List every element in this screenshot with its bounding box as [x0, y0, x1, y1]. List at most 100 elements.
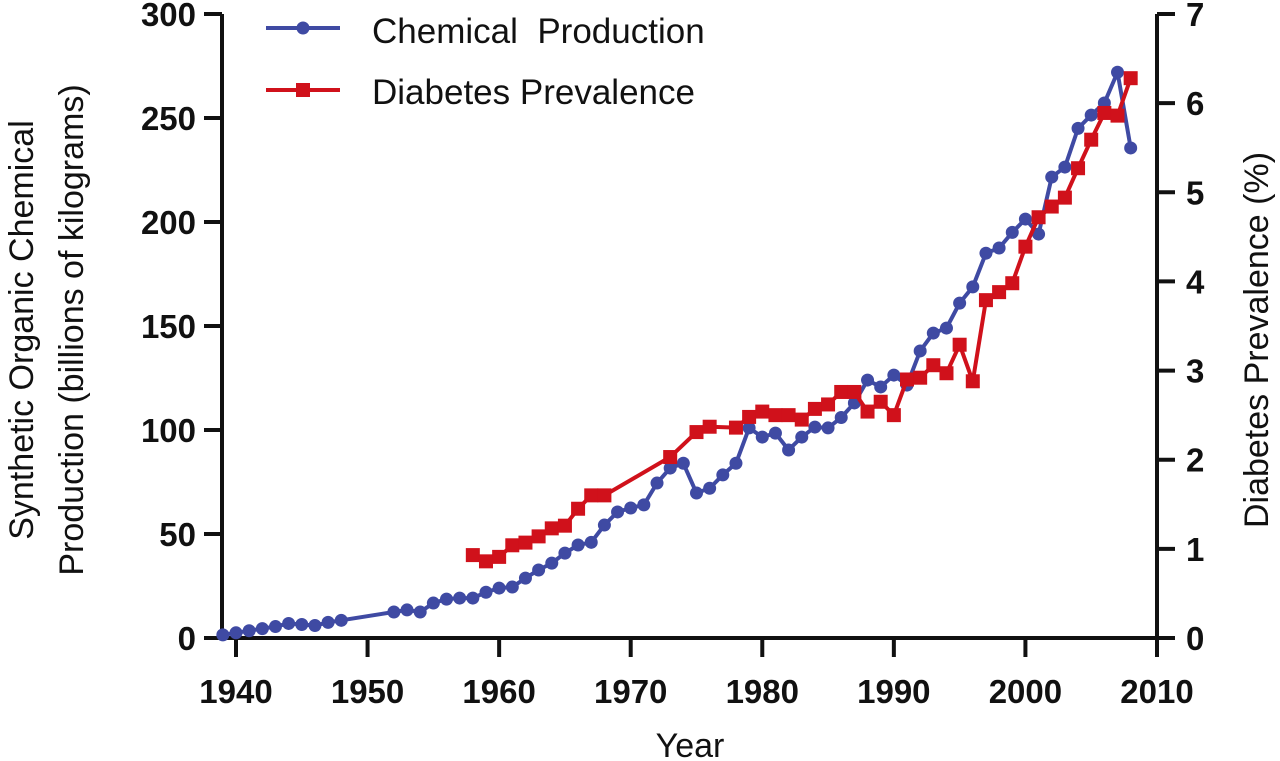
data-point [1097, 105, 1112, 120]
y2-tick-label: 0 [1186, 620, 1204, 657]
data-point [1123, 71, 1138, 86]
data-point [978, 293, 993, 308]
y2-tick-label: 5 [1186, 174, 1204, 211]
data-point [1005, 225, 1019, 239]
data-point [532, 563, 546, 577]
data-point [440, 592, 454, 606]
data-point [334, 613, 348, 627]
data-point [571, 538, 585, 552]
data-point [768, 408, 783, 423]
data-point [1031, 210, 1046, 225]
y-tick-label: 250 [141, 100, 196, 137]
data-point [900, 372, 915, 387]
data-point [505, 538, 520, 553]
legend-label-diabetes-prevalence: Diabetes Prevalence [372, 73, 695, 112]
data-point [1005, 276, 1020, 291]
data-point [807, 401, 822, 416]
data-point [624, 501, 638, 515]
data-point [453, 591, 467, 605]
x-tick-label: 1950 [331, 673, 404, 710]
data-point [795, 430, 809, 444]
data-point [676, 456, 690, 470]
data-point [479, 585, 493, 599]
data-point [689, 425, 704, 440]
data-point [939, 366, 954, 381]
data-point [558, 546, 572, 560]
data-point [874, 380, 888, 394]
data-point [781, 408, 796, 423]
data-point [729, 456, 743, 470]
y2-tick-label: 2 [1186, 442, 1204, 479]
data-point [321, 615, 335, 629]
data-point [466, 591, 480, 605]
data-point [597, 488, 612, 503]
data-point [782, 443, 796, 457]
x-ticks: 1940 1950 1960 1970 1980 1990 2000 2010 [199, 638, 1194, 710]
data-point [742, 421, 756, 435]
data-point [689, 486, 703, 500]
y2-tick-label: 7 [1186, 0, 1204, 33]
data-point [584, 488, 599, 503]
y2-tick-label: 4 [1186, 263, 1205, 300]
data-point [834, 411, 848, 425]
data-point [1084, 132, 1099, 147]
data-point [663, 461, 677, 475]
data-point [1032, 227, 1046, 241]
data-point [544, 521, 559, 536]
data-point [847, 384, 862, 399]
y-tick-label: 150 [141, 308, 196, 345]
data-point [703, 481, 717, 495]
series-layer [216, 65, 1138, 642]
data-point [518, 535, 533, 550]
y-ticks: 0 50 100 150 200 250 300 [141, 0, 222, 657]
data-point [611, 505, 625, 519]
data-point [992, 241, 1006, 255]
y-tick-label: 50 [159, 516, 196, 553]
data-point [821, 421, 835, 435]
series-chemical-production [216, 65, 1138, 642]
data-point [663, 450, 678, 465]
data-point [426, 596, 440, 610]
y2-tick-label: 3 [1186, 353, 1204, 390]
data-point [953, 296, 967, 310]
data-point [505, 580, 519, 594]
data-point [268, 620, 282, 634]
legend: Chemical Production Diabetes Prevalence [266, 12, 705, 112]
data-point [387, 605, 401, 619]
data-point [308, 619, 322, 633]
data-point [966, 280, 980, 294]
x-tick-label: 1940 [199, 673, 272, 710]
x-tick-label: 1970 [594, 673, 667, 710]
data-point [886, 408, 901, 423]
data-point [794, 412, 809, 427]
data-point [860, 404, 875, 419]
data-point [808, 420, 822, 434]
data-point [492, 581, 506, 595]
data-point [571, 501, 586, 516]
data-point [557, 518, 572, 533]
data-point [979, 246, 993, 260]
legend-marker-square [296, 83, 310, 97]
legend-label-chemical-production: Chemical Production [372, 12, 705, 51]
data-point [926, 326, 940, 340]
x-tick-label: 1990 [857, 673, 930, 710]
data-point [1018, 239, 1033, 254]
data-point [531, 529, 546, 544]
data-point [255, 622, 269, 636]
x-tick-label: 1960 [462, 673, 535, 710]
series-diabetes-prevalence [465, 71, 1138, 569]
data-point [861, 373, 875, 387]
data-point [1057, 190, 1072, 205]
y2-tick-label: 1 [1186, 531, 1204, 568]
x-tick-label: 2000 [989, 673, 1062, 710]
data-point [728, 420, 743, 435]
data-point [1110, 108, 1125, 123]
data-point [1071, 161, 1086, 176]
data-point [913, 370, 928, 385]
data-point [887, 368, 901, 382]
data-point [242, 624, 256, 638]
data-point [650, 476, 664, 490]
y2-axis-title: Diabetes Prevalence (%) [1238, 152, 1276, 528]
data-point [597, 518, 611, 532]
y2-ticks: 0 1 2 3 4 5 6 7 [1157, 0, 1205, 657]
